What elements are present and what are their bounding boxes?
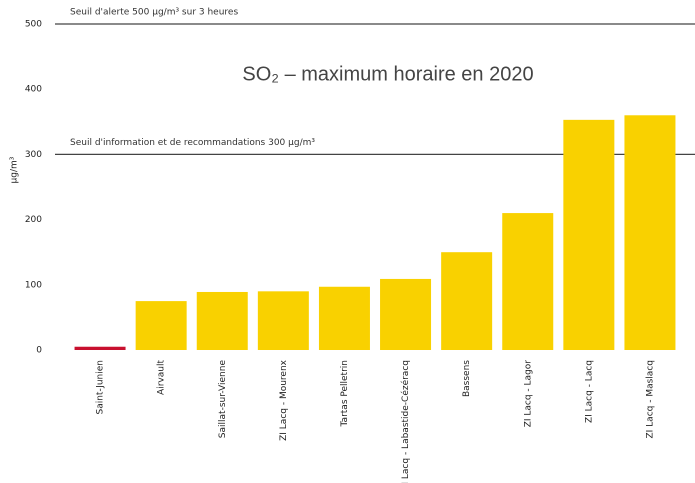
x-tick-label: Airvault [157,360,167,395]
bar [318,286,370,350]
bar [135,301,187,350]
y-tick-label: 100 [25,280,42,290]
x-tick-label: ZI Lacq - Lacq [584,360,594,423]
x-tick-label: ZI Lacq - Labastide-Cézéracq [400,360,411,483]
bar [563,119,615,351]
x-tick-label: Saillat-sur-Vienne [218,360,228,439]
y-tick-label: 0 [36,346,42,356]
y-axis-label: µg/m³ [10,156,20,183]
x-tick-label: Saint-Junien [96,360,106,415]
x-tick-label: Tartas Pelletrin [340,360,350,427]
bar [441,252,493,350]
y-tick-label: 500 [25,20,42,30]
bar [257,291,309,350]
chart-title: SO₂ – maximum horaire en 2020 [242,63,533,85]
x-tick-label: Bassens [462,360,472,397]
x-tick-label: ZI Lacq - Mourenx [279,359,289,441]
threshold-label: Seuil d'information et de recommandation… [70,138,315,148]
threshold-label: Seuil d'alerte 500 µg/m³ sur 3 heures [70,8,238,18]
x-tick-label: ZI Lacq - Maslacq [645,360,655,439]
y-tick-label: 400 [25,85,42,95]
bar [380,278,432,350]
bar [196,291,248,350]
bar [502,213,554,350]
bar [624,115,676,350]
bar [74,346,126,350]
y-tick-label: 200 [25,215,42,225]
y-tick-label: 300 [25,150,42,160]
x-tick-label: ZI Lacq - Lagor [523,360,533,428]
